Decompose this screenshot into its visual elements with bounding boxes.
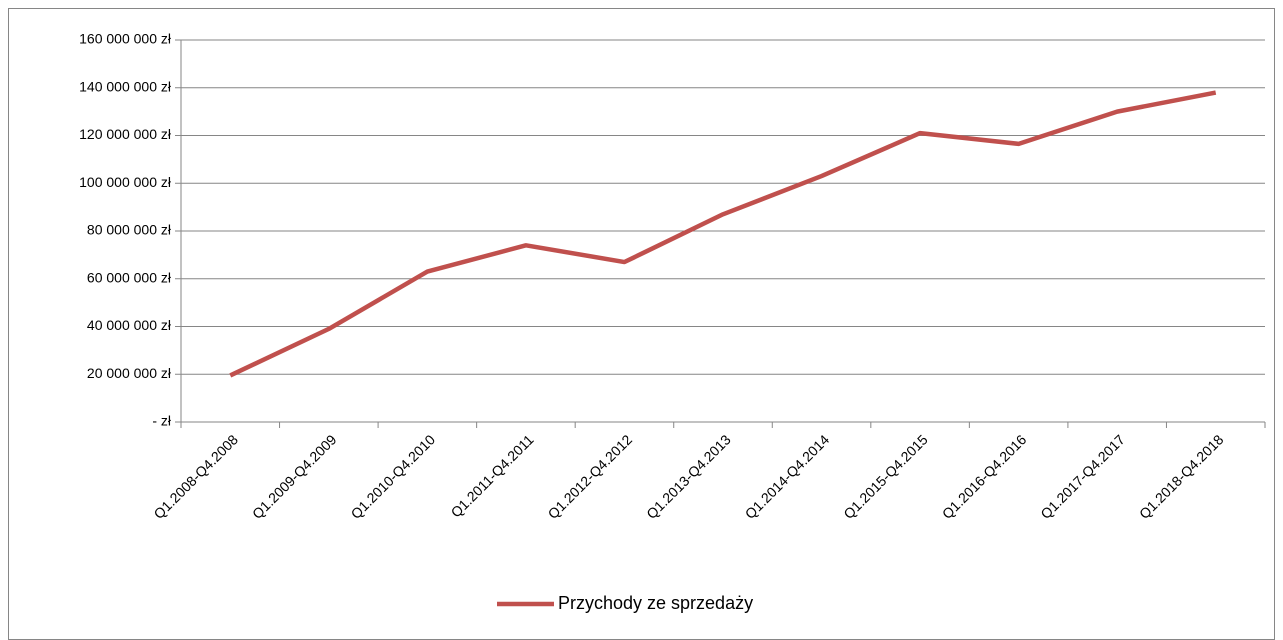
legend-label: Przychody ze sprzedaży	[558, 593, 753, 613]
y-tick-label: 20 000 000 zł	[87, 365, 172, 381]
chart-border	[8, 8, 1275, 640]
y-tick-label: 160 000 000 zł	[79, 31, 172, 47]
y-tick-label: 140 000 000 zł	[79, 78, 172, 94]
y-tick-label: 120 000 000 zł	[79, 126, 172, 142]
y-tick-label: 80 000 000 zł	[87, 222, 172, 238]
y-tick-label: - zł	[152, 413, 172, 429]
y-tick-label: 40 000 000 zł	[87, 317, 172, 333]
y-tick-label: 60 000 000 zł	[87, 269, 172, 285]
data-line	[229, 90, 1217, 378]
y-tick-label: 100 000 000 zł	[79, 174, 172, 190]
